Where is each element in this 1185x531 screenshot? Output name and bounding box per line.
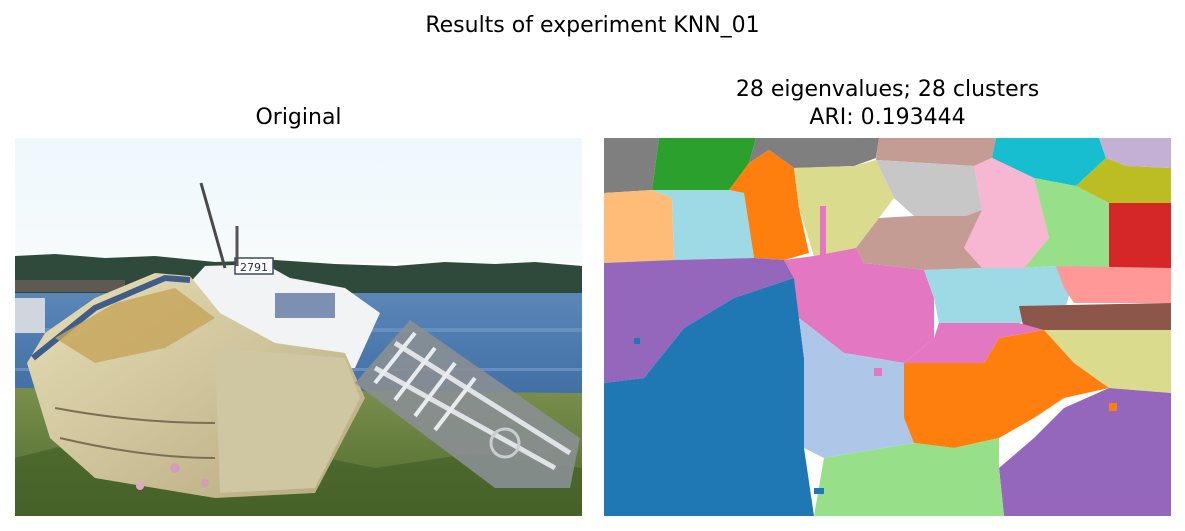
segmentation-title: 28 eigenvalues; 28 clusters ARI: 0.19344…	[604, 76, 1171, 132]
cluster-region	[604, 190, 674, 263]
segmentation-title-line2: ARI: 0.193444	[809, 105, 966, 130]
segmentation-title-line1: 28 eigenvalues; 28 clusters	[735, 77, 1040, 102]
cluster-region	[964, 158, 1049, 268]
cluster-region	[876, 160, 982, 216]
cluster-region	[992, 138, 1106, 186]
segmentation-map	[604, 138, 1171, 516]
cluster-region	[604, 278, 814, 516]
cluster-region	[856, 210, 982, 270]
cluster-region	[729, 150, 809, 260]
cluster-region	[1019, 303, 1171, 330]
cluster-region	[814, 438, 1004, 516]
cluster-region	[604, 258, 794, 383]
cluster-region	[784, 248, 934, 363]
cluster-region	[1056, 266, 1171, 303]
original-title: Original	[255, 105, 342, 130]
figure-suptitle: Results of experiment KNN_01	[425, 13, 760, 38]
original-image: 2791	[15, 138, 582, 516]
cluster-region	[799, 318, 914, 458]
cluster-region	[904, 323, 1044, 363]
cluster-region	[1076, 158, 1171, 203]
cluster-region	[604, 138, 659, 193]
cluster-region	[904, 330, 1109, 448]
cluster-region	[1099, 138, 1171, 168]
cluster-region	[749, 138, 879, 168]
cluster-region	[652, 190, 754, 260]
cluster-region	[999, 388, 1171, 516]
cluster-region	[876, 138, 996, 166]
lobster-trap	[355, 320, 580, 488]
sky	[15, 138, 582, 263]
cluster-region	[794, 160, 894, 256]
boat-number: 2791	[240, 261, 268, 274]
original-photo: 2791	[15, 138, 582, 516]
cluster-region	[1109, 203, 1171, 268]
cluster-region	[652, 138, 756, 190]
cluster-region	[1044, 330, 1171, 393]
segmentation-svg	[604, 138, 1171, 516]
cluster-region	[1024, 178, 1109, 268]
